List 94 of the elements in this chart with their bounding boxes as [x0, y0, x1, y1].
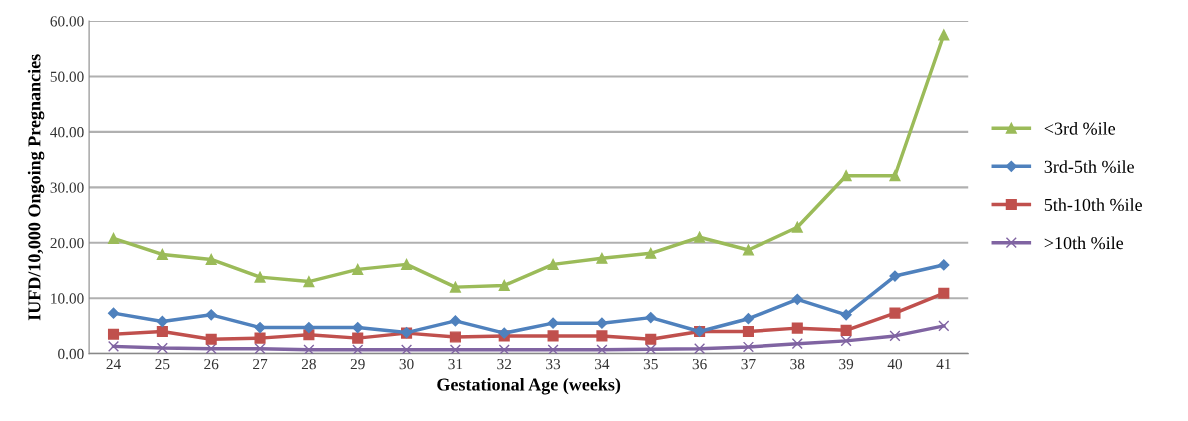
x-tick-label: 39: [839, 358, 854, 370]
x-tick-label: 28: [301, 358, 316, 370]
point: [694, 343, 706, 354]
point: [107, 328, 120, 340]
point: [303, 344, 315, 354]
y-tick-label: 60.00: [50, 16, 84, 27]
point: [498, 279, 510, 292]
point: [205, 343, 217, 354]
point: [156, 248, 168, 260]
x-tick-label: 33: [546, 358, 561, 370]
point: [449, 331, 461, 343]
point: [107, 307, 120, 319]
y-tick-label: 40.00: [50, 127, 84, 138]
point: [401, 258, 413, 270]
point: [547, 330, 559, 342]
point: [401, 344, 413, 354]
point: [596, 344, 608, 354]
x-tick-label: 29: [350, 358, 365, 370]
point: [254, 332, 266, 344]
point: [889, 307, 901, 319]
point: [156, 325, 168, 338]
point: [547, 258, 559, 270]
point: [742, 325, 754, 338]
point: [547, 344, 559, 354]
point: [840, 324, 852, 336]
legend-label: 5th-10th %ile: [1044, 198, 1142, 212]
x-axis-title: Gestational Age (weeks): [437, 377, 621, 395]
point: [596, 330, 608, 342]
point: [645, 247, 657, 259]
point: [254, 271, 266, 283]
point: [205, 309, 217, 321]
point: [645, 343, 657, 354]
point: [840, 335, 852, 347]
point: [791, 338, 803, 350]
point: [205, 333, 217, 345]
x-tick-label: 27: [253, 358, 268, 370]
x-tick-label: 36: [692, 358, 707, 370]
x-tick-label: 37: [741, 358, 756, 370]
point: [107, 232, 120, 244]
point: [889, 330, 901, 342]
point: [938, 287, 950, 299]
x-tick-label: 25: [155, 358, 170, 370]
point: [352, 263, 364, 275]
point: [156, 342, 168, 354]
point: [352, 344, 364, 354]
point: [449, 281, 461, 293]
point: [694, 231, 706, 243]
point: [791, 221, 803, 233]
point: [596, 317, 608, 329]
x-tick-label: 41: [936, 359, 951, 370]
point: [205, 253, 217, 265]
x-tick-label: 40: [887, 358, 903, 370]
point: [254, 343, 266, 354]
point: [449, 315, 462, 327]
x-tick-label: 35: [643, 358, 658, 370]
x-tick-label: 31: [448, 358, 463, 370]
point: [791, 322, 803, 334]
point: [352, 332, 364, 344]
point: [596, 252, 608, 264]
point: [840, 309, 852, 321]
point: [742, 244, 754, 256]
y-tick-label: 10.00: [51, 293, 84, 304]
point: [889, 170, 901, 182]
legend-label: >10th %ile: [1044, 236, 1124, 250]
x-tick-label: 26: [204, 358, 219, 370]
point: [938, 259, 950, 271]
x-tick-label: 38: [790, 358, 805, 370]
point: [352, 321, 364, 334]
point: [938, 29, 950, 41]
y-tick-label: 30.00: [50, 182, 84, 193]
point: [742, 341, 754, 353]
point: [156, 315, 168, 328]
point: [742, 313, 755, 325]
y-tick-label: 20.00: [50, 237, 84, 249]
x-tick-label: 24: [106, 358, 121, 370]
point: [791, 293, 803, 305]
point: [303, 276, 315, 288]
point: [840, 170, 852, 182]
point: [547, 317, 559, 329]
x-tick-label: 32: [497, 358, 512, 370]
point: [938, 320, 950, 332]
y-tick-label: 0.00: [58, 348, 84, 360]
y-tick-label: 50.00: [50, 71, 84, 82]
point: [645, 312, 657, 324]
point: [254, 321, 266, 334]
x-tick-label: 30: [399, 358, 414, 370]
point: [449, 344, 461, 354]
legend-label: 3rd-5th %ile: [1044, 160, 1134, 173]
y-axis-title: IUFD/10,000 Ongoing Pregnancies: [27, 54, 45, 321]
point: [498, 344, 510, 354]
point: [645, 333, 657, 345]
x-tick-label: 34: [595, 358, 610, 370]
point: [107, 340, 120, 352]
legend-label: <3rd %ile: [1044, 121, 1116, 135]
